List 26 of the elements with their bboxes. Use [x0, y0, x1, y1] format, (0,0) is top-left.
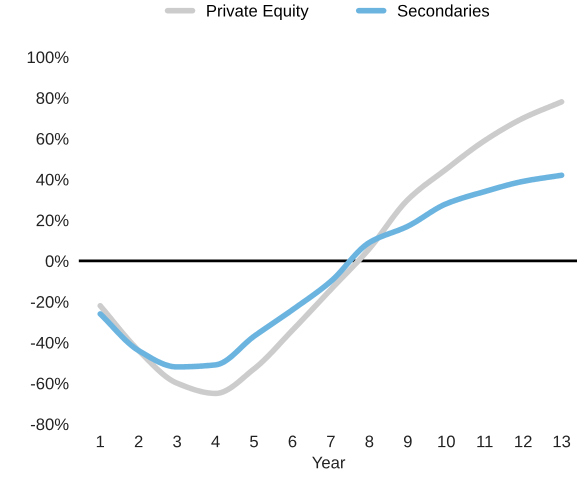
y-tick-label: -40%	[30, 336, 68, 349]
x-tick-label: 2	[134, 436, 142, 448]
y-tick-label: 40%	[36, 174, 68, 186]
x-tick-label: 7	[327, 436, 335, 448]
x-tick-label: 5	[250, 436, 258, 448]
x-tick-label: 1	[96, 436, 104, 448]
y-tick-label: -20%	[30, 296, 68, 308]
x-axis-title: Year	[312, 456, 346, 468]
y-tick-label: 0%	[46, 255, 68, 268]
x-tick-label: 10	[438, 436, 455, 448]
x-tick-label: 9	[404, 436, 412, 448]
x-tick-label: 6	[288, 436, 296, 448]
y-tick-label: -80%	[30, 418, 68, 430]
x-tick-label: 3	[173, 436, 182, 448]
y-tick-label: -60%	[30, 378, 68, 390]
y-tick-label: 80%	[36, 92, 68, 104]
x-tick-label: 8	[365, 436, 374, 448]
legend-label: Secondaries	[398, 4, 490, 17]
y-tick-label: 100%	[28, 51, 68, 64]
legend-label: Private Equity	[207, 4, 309, 20]
y-tick-label: 60%	[36, 132, 68, 145]
x-tick-label: 12	[515, 436, 532, 448]
y-tick-label: 20%	[36, 214, 68, 226]
x-tick-label: 11	[477, 436, 493, 448]
x-tick-label: 13	[554, 436, 570, 448]
x-tick-label: 4	[211, 436, 220, 448]
